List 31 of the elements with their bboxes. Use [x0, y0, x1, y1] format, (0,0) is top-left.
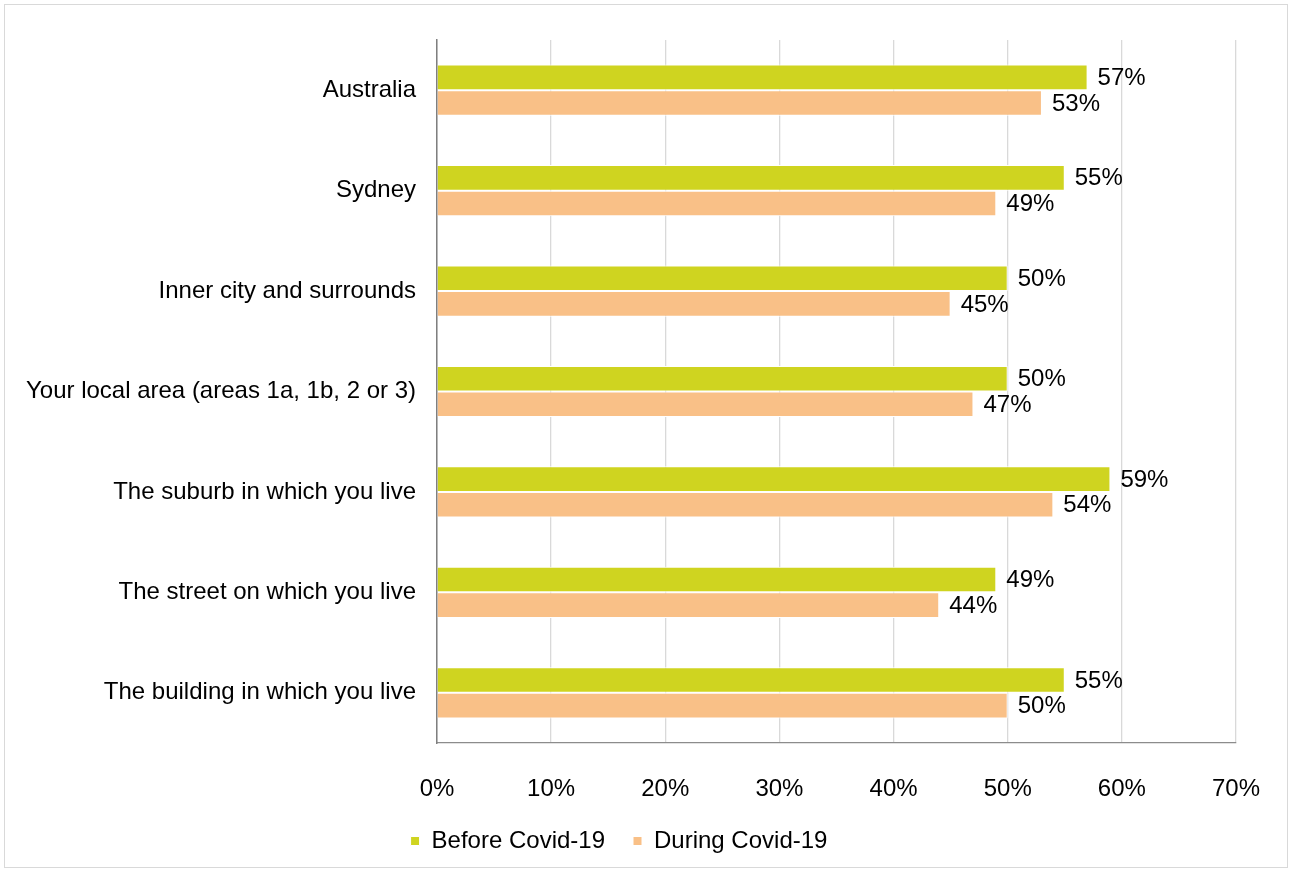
x-tick-label: 30%	[755, 774, 804, 802]
data-label: 45%	[960, 289, 1009, 317]
x-tick-label: 0%	[419, 774, 455, 802]
legend-label: Before Covid-19	[431, 825, 606, 853]
y-tick-label: The building in which you live	[103, 677, 416, 705]
data-label: 44%	[949, 590, 998, 618]
x-tick-label: 50%	[983, 774, 1032, 802]
y-tick-label: Sydney	[335, 175, 416, 203]
data-label: 49%	[1006, 189, 1055, 217]
x-tick-label: 70%	[1211, 774, 1261, 802]
data-label: 57%	[1097, 63, 1146, 91]
data-label: 49%	[1006, 565, 1055, 593]
data-label: 50%	[1017, 691, 1066, 719]
data-label: 55%	[1074, 665, 1123, 693]
data-label: 47%	[983, 389, 1032, 417]
x-tick-label: 60%	[1097, 774, 1146, 802]
data-label: 50%	[1017, 364, 1066, 392]
data-label: 53%	[1051, 88, 1100, 116]
x-tick-label: 10%	[527, 774, 576, 802]
data-label: 55%	[1074, 163, 1123, 191]
y-tick-label: Your local area (areas 1a, 1b, 2 or 3)	[25, 376, 416, 404]
y-tick-label: The suburb in which you live	[113, 476, 416, 504]
data-label: 50%	[1017, 263, 1066, 291]
legend-label: During Covid-19	[654, 825, 828, 853]
data-label: 59%	[1120, 464, 1169, 492]
data-label: 54%	[1063, 490, 1112, 518]
x-tick-label: 20%	[641, 774, 690, 802]
y-tick-label: Inner city and surrounds	[158, 275, 416, 303]
y-tick-label: The street on which you live	[118, 576, 416, 604]
y-tick-label: Australia	[322, 74, 417, 102]
x-tick-label: 40%	[869, 774, 918, 802]
